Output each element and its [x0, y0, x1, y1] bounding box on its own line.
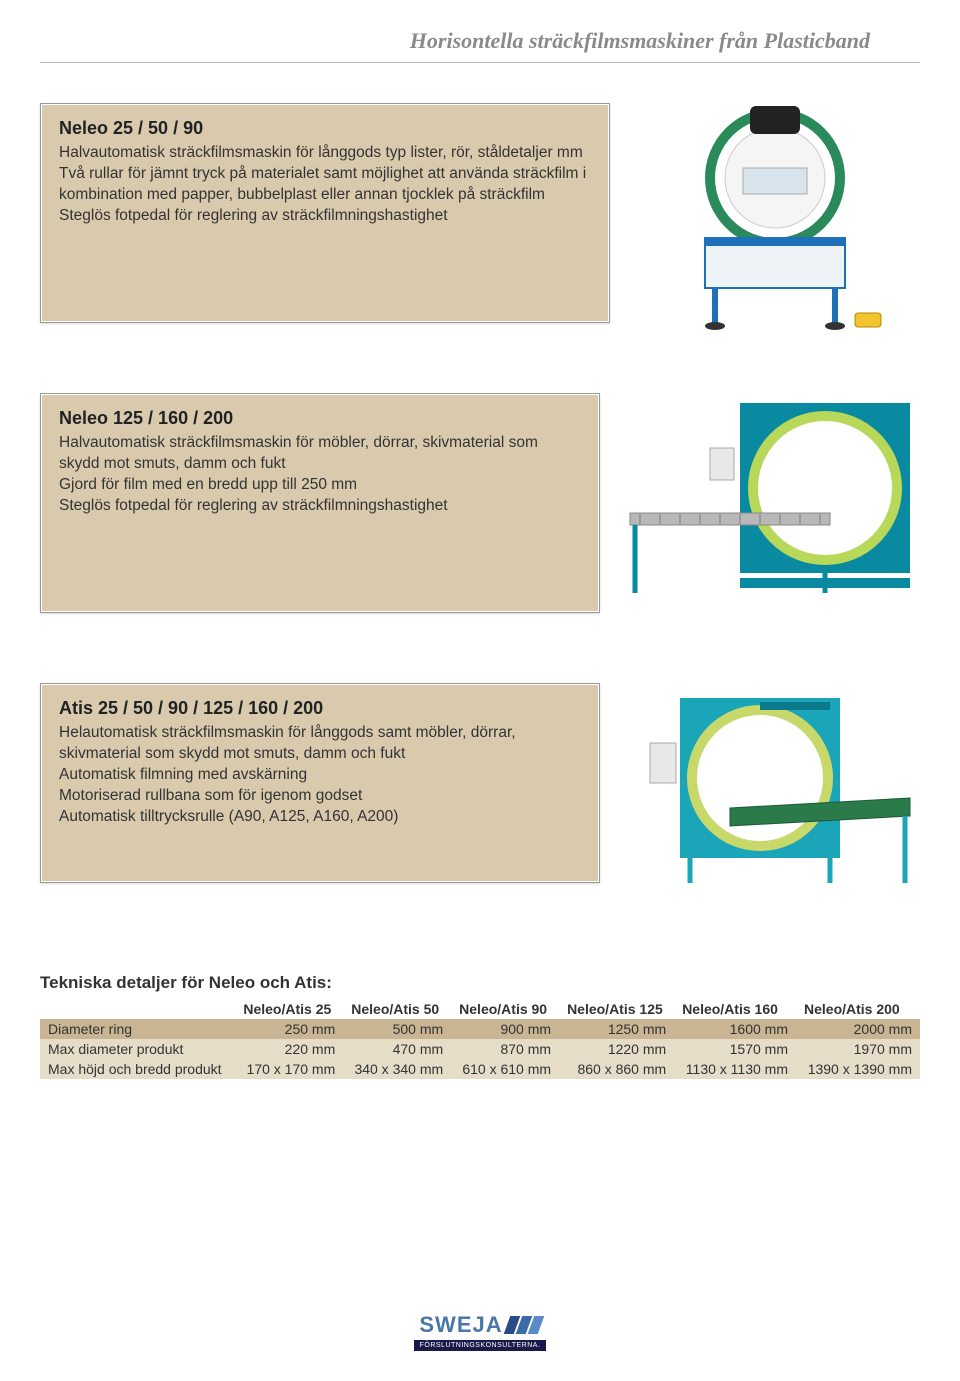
cell-value: 500 mm	[343, 1019, 451, 1039]
product-line: Automatisk filmning med avskärning	[59, 765, 581, 786]
cell-value: 250 mm	[235, 1019, 343, 1039]
product-line: Två rullar för jämnt tryck på materialet…	[59, 164, 591, 206]
product-title: Atis 25 / 50 / 90 / 125 / 160 / 200	[59, 698, 581, 719]
product-row-atis: Atis 25 / 50 / 90 / 125 / 160 / 200 Hela…	[40, 683, 920, 913]
product-line: Steglös fotpedal för reglering av sträck…	[59, 496, 581, 517]
spec-table: Neleo/Atis 25 Neleo/Atis 50 Neleo/Atis 9…	[40, 999, 920, 1079]
brand-text: SWEJA	[419, 1312, 502, 1338]
cell-value: 900 mm	[451, 1019, 559, 1039]
cell-value: 870 mm	[451, 1039, 559, 1059]
cell-value: 1250 mm	[559, 1019, 674, 1039]
table-row: Max diameter produkt220 mm470 mm870 mm12…	[40, 1039, 920, 1059]
cell-value: 220 mm	[235, 1039, 343, 1059]
product-image	[620, 393, 920, 623]
row-label: Max diameter produkt	[40, 1039, 235, 1059]
product-line: Helautomatisk sträckfilmsmaskin för lång…	[59, 723, 581, 765]
col-header: Neleo/Atis 90	[451, 999, 559, 1019]
col-header: Neleo/Atis 25	[235, 999, 343, 1019]
brand-tagline: FÖRSLUTNINGSKONSULTERNA.	[414, 1340, 547, 1351]
cell-value: 1390 x 1390 mm	[796, 1059, 920, 1079]
product-row-neleo-small: Neleo 25 / 50 / 90 Halvautomatisk sträck…	[40, 103, 920, 333]
product-title: Neleo 125 / 160 / 200	[59, 408, 581, 429]
product-line: Steglös fotpedal för reglering av sträck…	[59, 206, 591, 227]
cell-value: 1600 mm	[674, 1019, 796, 1039]
tech-section: Tekniska detaljer för Neleo och Atis: Ne…	[40, 973, 920, 1079]
cell-value: 170 x 170 mm	[235, 1059, 343, 1079]
cell-value: 2000 mm	[796, 1019, 920, 1039]
row-label: Diameter ring	[40, 1019, 235, 1039]
product-line: Automatisk tilltrycksrulle (A90, A125, A…	[59, 807, 581, 828]
brand-name: SWEJA	[419, 1312, 540, 1338]
table-header-row: Neleo/Atis 25 Neleo/Atis 50 Neleo/Atis 9…	[40, 999, 920, 1019]
cell-value: 470 mm	[343, 1039, 451, 1059]
cell-value: 340 x 340 mm	[343, 1059, 451, 1079]
col-header: Neleo/Atis 125	[559, 999, 674, 1019]
product-line: Halvautomatisk sträckfilmsmaskin för möb…	[59, 433, 581, 475]
cell-value: 1220 mm	[559, 1039, 674, 1059]
table-row: Diameter ring250 mm500 mm900 mm1250 mm16…	[40, 1019, 920, 1039]
product-image	[630, 103, 920, 333]
cell-value: 1970 mm	[796, 1039, 920, 1059]
col-header: Neleo/Atis 160	[674, 999, 796, 1019]
col-header: Neleo/Atis 200	[796, 999, 920, 1019]
brand-bars-icon	[507, 1316, 541, 1334]
row-label: Max höjd och bredd produkt	[40, 1059, 235, 1079]
footer-logo: SWEJA FÖRSLUTNINGSKONSULTERNA.	[0, 1312, 960, 1351]
product-line: Motoriserad rullbana som för igenom gods…	[59, 786, 581, 807]
col-header	[40, 999, 235, 1019]
product-line: Halvautomatisk sträckfilmsmaskin för lån…	[59, 143, 591, 164]
table-row: Max höjd och bredd produkt170 x 170 mm34…	[40, 1059, 920, 1079]
cell-value: 610 x 610 mm	[451, 1059, 559, 1079]
col-header: Neleo/Atis 50	[343, 999, 451, 1019]
product-line: Gjord för film med en bredd upp till 250…	[59, 475, 581, 496]
product-title: Neleo 25 / 50 / 90	[59, 118, 591, 139]
cell-value: 1570 mm	[674, 1039, 796, 1059]
product-image	[620, 683, 920, 913]
cell-value: 860 x 860 mm	[559, 1059, 674, 1079]
info-box: Atis 25 / 50 / 90 / 125 / 160 / 200 Hela…	[40, 683, 600, 883]
info-box: Neleo 125 / 160 / 200 Halvautomatisk str…	[40, 393, 600, 613]
product-row-neleo-large: Neleo 125 / 160 / 200 Halvautomatisk str…	[40, 393, 920, 623]
cell-value: 1130 x 1130 mm	[674, 1059, 796, 1079]
tech-title: Tekniska detaljer för Neleo och Atis:	[40, 973, 920, 993]
info-box: Neleo 25 / 50 / 90 Halvautomatisk sträck…	[40, 103, 610, 323]
page-title: Horisontella sträckfilmsmaskiner från Pl…	[40, 0, 920, 63]
